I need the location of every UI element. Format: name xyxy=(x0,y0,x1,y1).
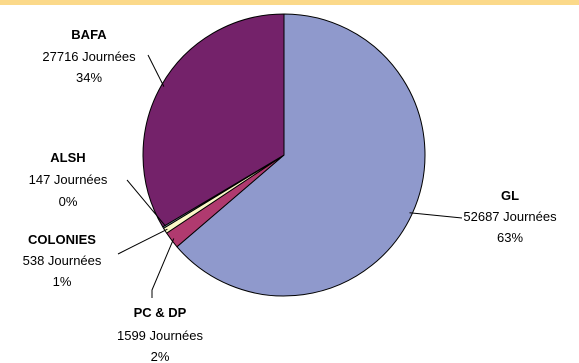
pie-slice-gl xyxy=(176,13,426,297)
slice-label-gl-percent: 63% xyxy=(497,230,523,245)
slice-label-pcdp-name: PC & DP xyxy=(134,305,187,320)
slice-label-colonies-value: 538 Journées xyxy=(23,253,102,268)
slice-label-colonies-percent: 1% xyxy=(53,274,72,289)
slice-label-gl-name: GL xyxy=(501,188,519,203)
slice-label-pcdp-percent: 2% xyxy=(151,349,170,363)
pie-slices xyxy=(142,13,426,297)
leader-line-colonies xyxy=(117,228,168,255)
slice-label-bafa-percent: 34% xyxy=(76,70,102,85)
leader-line-gl xyxy=(409,212,463,219)
slice-label-alsh-name: ALSH xyxy=(50,150,85,165)
slice-label-bafa-value: 27716 Journées xyxy=(42,49,136,64)
leader-lines xyxy=(117,54,463,298)
leader-line-alsh xyxy=(126,179,166,227)
leader-line-pc-dp xyxy=(151,238,175,298)
slice-label-pcdp-value: 1599 Journées xyxy=(117,328,204,343)
slice-label-alsh-value: 147 Journées xyxy=(29,172,108,187)
leader-line-bafa xyxy=(147,54,165,87)
pie-slice-bafa xyxy=(142,13,285,228)
top-band xyxy=(0,0,579,5)
slice-label-bafa-name: BAFA xyxy=(71,27,107,42)
slice-label-alsh-percent: 0% xyxy=(59,194,78,209)
slice-label-colonies-name: COLONIES xyxy=(28,232,96,247)
slice-label-gl-value: 52687 Journées xyxy=(463,209,557,224)
